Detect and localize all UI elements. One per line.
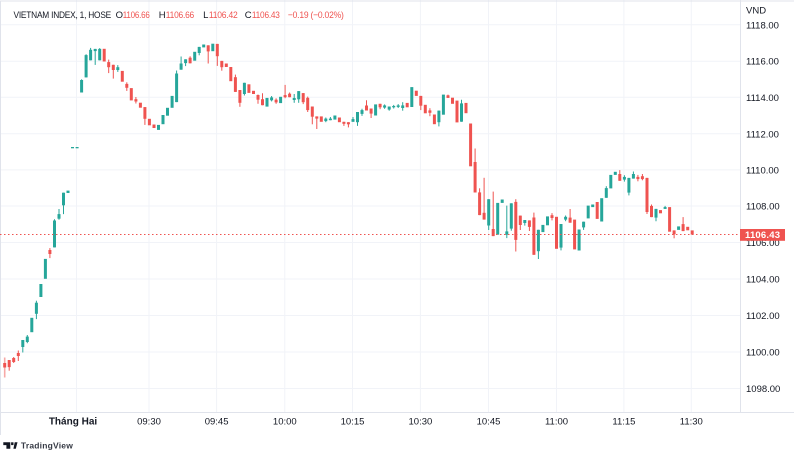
svg-text:1112.00: 1112.00 <box>746 129 779 140</box>
svg-text:11:30: 11:30 <box>680 417 703 428</box>
svg-text:1106.43: 1106.43 <box>745 230 780 241</box>
svg-text:1106.43: 1106.43 <box>252 10 280 21</box>
svg-text:1102.00: 1102.00 <box>746 311 780 322</box>
svg-text:TradingView: TradingView <box>21 440 73 450</box>
svg-text:10:45: 10:45 <box>477 417 501 428</box>
svg-text:−0.19 (−0.02%): −0.19 (−0.02%) <box>288 10 344 21</box>
svg-text:09:30: 09:30 <box>137 417 161 428</box>
svg-text:1106.66: 1106.66 <box>166 10 194 21</box>
svg-text:1116.00: 1116.00 <box>746 57 779 68</box>
svg-text:1118.00: 1118.00 <box>746 20 779 31</box>
svg-text:10:15: 10:15 <box>341 417 365 428</box>
svg-text:11:00: 11:00 <box>545 417 568 428</box>
svg-text:1106.66: 1106.66 <box>123 10 150 21</box>
svg-text:Tháng Hai: Tháng Hai <box>49 417 98 428</box>
svg-text:H: H <box>159 10 166 21</box>
svg-text:1100.00: 1100.00 <box>746 348 780 359</box>
svg-text:1106.42: 1106.42 <box>209 10 238 21</box>
svg-text:O: O <box>116 10 123 21</box>
svg-text:1114.00: 1114.00 <box>746 93 779 104</box>
svg-text:C: C <box>245 10 252 21</box>
svg-text:1108.00: 1108.00 <box>746 202 780 213</box>
svg-text:1110.00: 1110.00 <box>746 165 779 176</box>
svg-text:VIETNAM INDEX, 1, HOSE: VIETNAM INDEX, 1, HOSE <box>14 10 112 21</box>
svg-text:L: L <box>203 10 208 21</box>
svg-text:1104.00: 1104.00 <box>746 275 780 286</box>
svg-text:VND: VND <box>746 6 766 17</box>
svg-text:1098.00: 1098.00 <box>746 384 780 395</box>
svg-text:09:45: 09:45 <box>205 417 229 428</box>
svg-text:10:00: 10:00 <box>273 417 297 428</box>
svg-text:11:15: 11:15 <box>612 417 635 428</box>
svg-text:10:30: 10:30 <box>409 417 433 428</box>
svg-text:1106.00: 1106.00 <box>746 238 780 249</box>
